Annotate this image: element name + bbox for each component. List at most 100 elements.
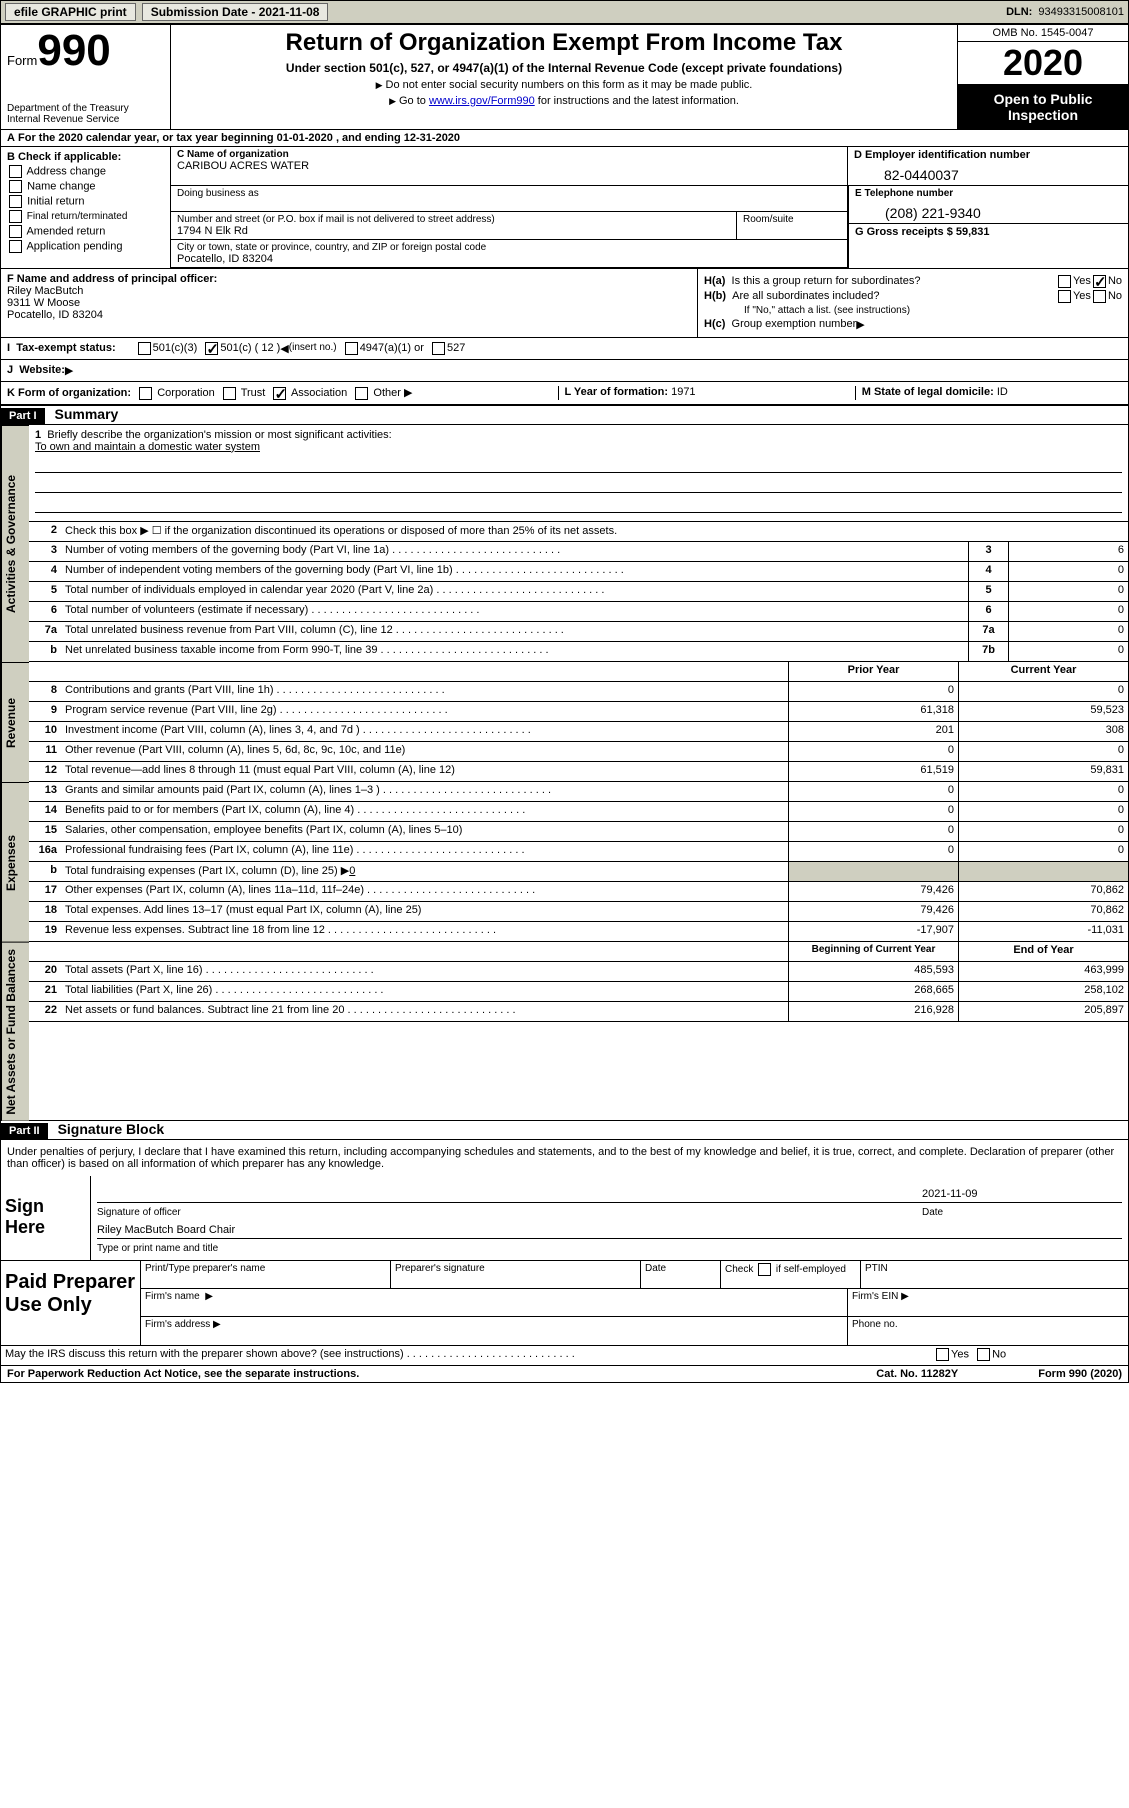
officer-name: Riley MacButch [7,285,83,297]
dept-treasury: Department of the Treasury [7,103,164,114]
chk-other[interactable] [355,387,368,400]
part-1-governance: Activities & Governance 1 Briefly descri… [1,425,1128,662]
l12-cy: 59,831 [958,762,1128,781]
chk-501c[interactable] [205,342,218,355]
chk-hb-yes[interactable] [1058,290,1071,303]
part-2-header: Part IISignature Block [1,1120,1128,1140]
perjury-statement: Under penalties of perjury, I declare th… [1,1140,1128,1176]
section-i-status: I Tax-exempt status: 501(c)(3) 501(c) ( … [1,338,1128,360]
chk-final-return[interactable]: Final return/terminated [7,210,164,223]
form-word: Form [7,53,37,68]
header-info-block: B Check if applicable: Address change Na… [1,147,1128,269]
form-subtitle-1: Under section 501(c), 527, or 4947(a)(1)… [179,61,949,75]
form-ref: Form 990 (2020) [1038,1368,1122,1380]
chk-ha-yes[interactable] [1058,275,1071,288]
phone-value: (208) 221-9340 [855,199,1123,221]
section-e-phone: E Telephone number (208) 221-9340 [849,186,1129,223]
chk-amended-return[interactable]: Amended return [7,225,164,238]
officer-addr1: 9311 W Moose [7,297,80,309]
form-subtitle-2: Do not enter social security numbers on … [179,79,949,91]
efile-print-btn[interactable]: efile GRAPHIC print [5,3,136,21]
cat-no: Cat. No. 11282Y [876,1368,958,1380]
l13-cy: 0 [958,782,1128,801]
submission-date-btn: Submission Date - 2021-11-08 [142,3,329,21]
l20-eoy: 463,999 [958,962,1128,981]
part-1-revenue: Revenue Prior YearCurrent Year 8Contribu… [1,662,1128,782]
chk-ha-no[interactable] [1093,275,1106,288]
l22-eoy: 205,897 [958,1002,1128,1021]
paid-preparer-block: Paid Preparer Use Only Print/Type prepar… [1,1261,1128,1346]
l10-py: 201 [788,722,958,741]
open-inspection: Open to Public Inspection [958,85,1128,129]
l10-cy: 308 [958,722,1128,741]
vtab-revenue: Revenue [1,662,29,782]
l18-cy: 70,862 [958,902,1128,921]
officer-addr2: Pocatello, ID 83204 [7,309,103,321]
l17-cy: 70,862 [958,882,1128,901]
ein-value: 82-0440037 [854,161,1122,183]
l21-eoy: 258,102 [958,982,1128,1001]
l22-bcy: 216,928 [788,1002,958,1021]
part-1-expenses: Expenses 13Grants and similar amounts pa… [1,782,1128,942]
chk-name-change[interactable]: Name change [7,180,164,193]
val-line4: 0 [1008,562,1128,581]
l14-cy: 0 [958,802,1128,821]
org-name: CARIBOU ACRES WATER [177,160,841,172]
room-suite-label: Room/suite [743,214,841,225]
section-g-gross: G Gross receipts $ 59,831 [849,223,1128,240]
chk-corp[interactable] [139,387,152,400]
l21-bcy: 268,665 [788,982,958,1001]
val-line7a: 0 [1008,622,1128,641]
form-number: 990 [37,26,110,75]
l16a-cy: 0 [958,842,1128,861]
part-1-header: Part ISummary [1,405,1128,425]
vtab-governance: Activities & Governance [1,425,29,662]
chk-initial-return[interactable]: Initial return [7,195,164,208]
omb-number: OMB No. 1545-0047 [958,25,1128,42]
form990-link[interactable]: www.irs.gov/Form990 [429,95,535,107]
l8-py: 0 [788,682,958,701]
part-1-netassets: Net Assets or Fund Balances Beginning of… [1,942,1128,1121]
l9-cy: 59,523 [958,702,1128,721]
chk-discuss-yes[interactable] [936,1348,949,1361]
chk-assoc[interactable] [273,387,286,400]
form-title: Return of Organization Exempt From Incom… [179,29,949,57]
prior-year-hdr: Prior Year [788,662,958,681]
l16a-py: 0 [788,842,958,861]
val-line3: 6 [1008,542,1128,561]
l15-cy: 0 [958,822,1128,841]
signer-name: Riley MacButch Board Chair [97,1224,235,1236]
val-line5: 0 [1008,582,1128,601]
l13-py: 0 [788,782,958,801]
chk-application-pending[interactable]: Application pending [7,240,164,253]
l20-bcy: 485,593 [788,962,958,981]
section-k-l-m: K Form of organization: Corporation Trus… [1,382,1128,405]
chk-discuss-no[interactable] [977,1348,990,1361]
vtab-expenses: Expenses [1,782,29,942]
chk-4947[interactable] [345,342,358,355]
bcy-hdr: Beginning of Current Year [788,942,958,961]
sign-here-block: Sign Here 2021-11-09 Signature of office… [1,1176,1128,1261]
l18-py: 79,426 [788,902,958,921]
section-f-h: F Name and address of principal officer:… [1,269,1128,338]
chk-501c3[interactable] [138,342,151,355]
l19-cy: -11,031 [958,922,1128,941]
dln-value: 93493315008101 [1038,6,1124,18]
irs-discuss-row: May the IRS discuss this return with the… [1,1346,1128,1366]
chk-self-employed[interactable] [758,1263,771,1276]
l11-cy: 0 [958,742,1128,761]
chk-hb-no[interactable] [1093,290,1106,303]
l9-py: 61,318 [788,702,958,721]
l16b-cy-shaded [958,862,1128,881]
line-a-tax-year: A For the 2020 calendar year, or tax yea… [1,130,1128,147]
irs-label: Internal Revenue Service [7,114,164,125]
chk-trust[interactable] [223,387,236,400]
chk-address-change[interactable]: Address change [7,165,164,178]
page-footer: For Paperwork Reduction Act Notice, see … [1,1366,1128,1382]
l16b-py-shaded [788,862,958,881]
sign-date: 2021-11-09 [922,1188,1122,1200]
l17-py: 79,426 [788,882,958,901]
mission-text: To own and maintain a domestic water sys… [35,441,260,453]
form-header: Form990 Department of the Treasury Inter… [1,25,1128,130]
chk-527[interactable] [432,342,445,355]
